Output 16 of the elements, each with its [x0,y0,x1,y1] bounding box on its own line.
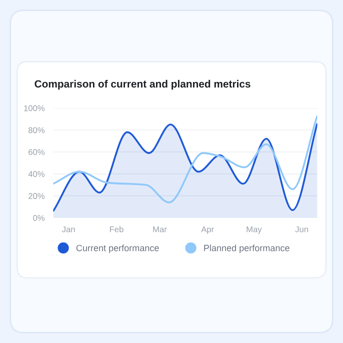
y-tick-label: 60% [28,149,45,156]
x-tick-label: Jan [62,226,75,232]
x-tick-label: Mar [153,226,167,232]
x-tick-label: Jun [295,226,308,232]
x-tick-label: May [246,226,262,234]
chart-title: Comparison of current and planned metrics [34,80,250,90]
legend-label: Planned performance [204,244,290,254]
y-tick-label: 80% [28,127,45,134]
x-tick-label: Feb [110,226,124,232]
x-tick-label: Apr [201,226,214,234]
y-tick-label: 20% [28,193,45,199]
y-tick-label: 100% [24,105,45,112]
y-tick-label: 40% [28,171,45,178]
line-series [53,114,318,204]
legend-label: Current performance [76,244,159,254]
y-tick-label: 0% [33,215,45,221]
